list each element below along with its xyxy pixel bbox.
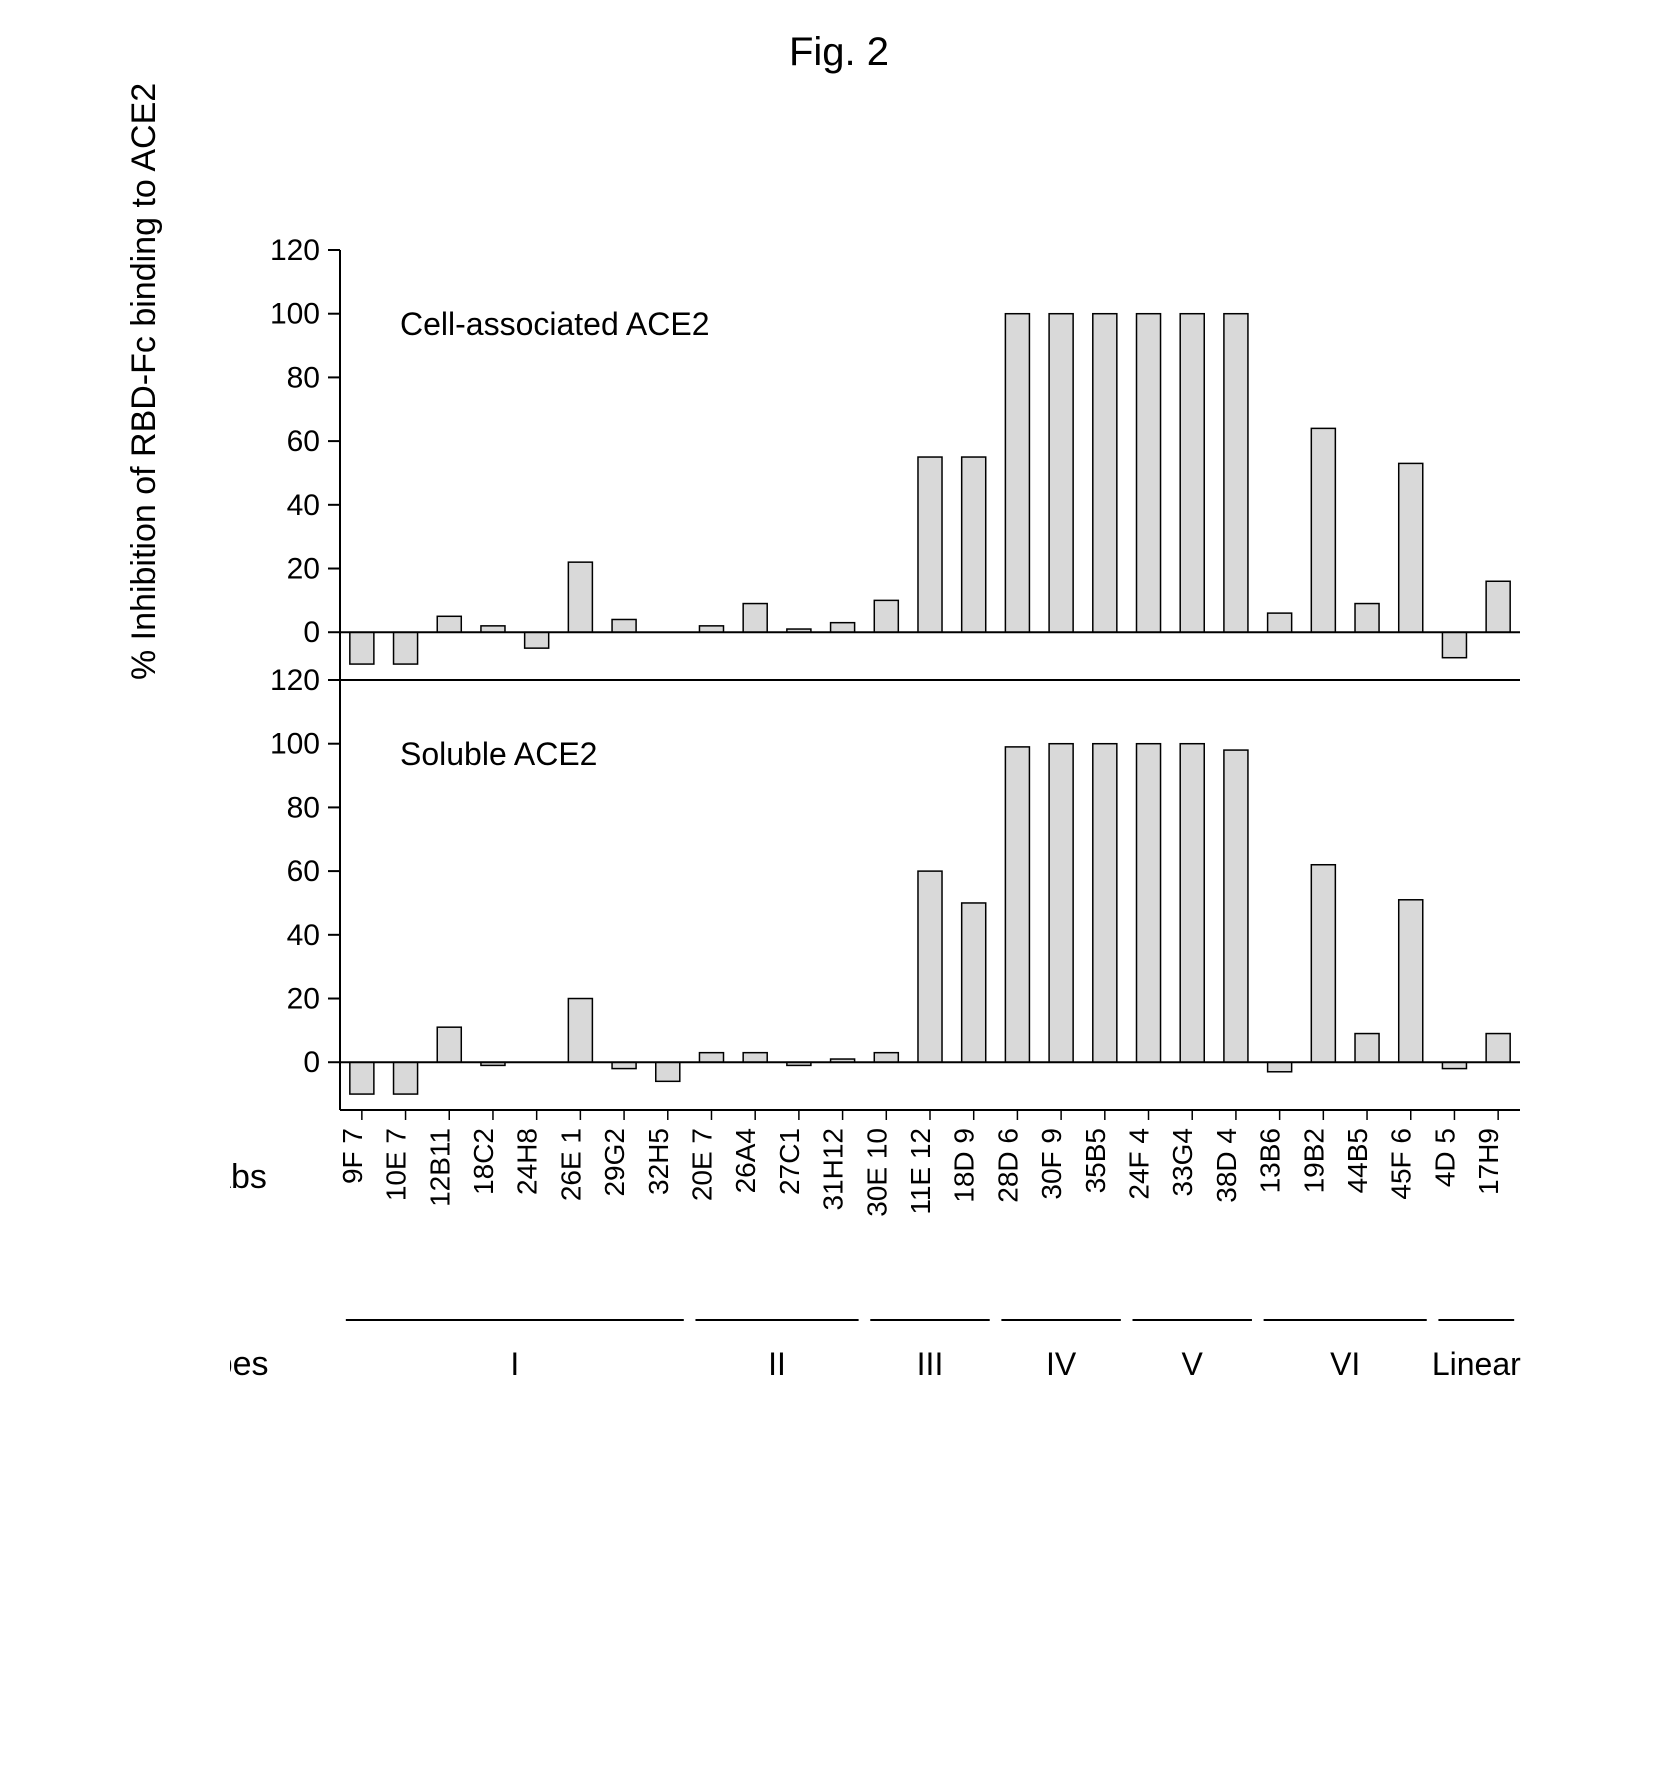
- x-tick-label: 45F 6: [1386, 1128, 1417, 1200]
- bar: [831, 623, 855, 633]
- bar: [874, 600, 898, 632]
- bar: [1268, 613, 1292, 632]
- x-tick-label: 10E 7: [381, 1128, 412, 1201]
- bar: [743, 1053, 767, 1063]
- bar: [1137, 744, 1161, 1063]
- x-tick-label: 18C2: [468, 1128, 499, 1195]
- bar: [1486, 1034, 1510, 1063]
- y-tick-label: 0: [303, 616, 320, 649]
- bar: [394, 1062, 418, 1094]
- bar: [918, 457, 942, 632]
- bar: [525, 632, 549, 648]
- bar: [350, 1062, 374, 1094]
- inhibition-bar-chart: 0 20 40 60 80 100 120 Cell-associated ACE2 0 20 40…: [230, 230, 1540, 1480]
- x-tick-label: 11E 12: [905, 1128, 936, 1215]
- x-tick-label: 9F 7: [337, 1128, 368, 1184]
- x-tick-label: 35B5: [1080, 1128, 1111, 1193]
- bar: [1224, 314, 1248, 633]
- x-tick-label: 4D 5: [1429, 1128, 1460, 1187]
- x-tick-label: 38D 4: [1211, 1128, 1242, 1203]
- x-tick-label: 18D 9: [949, 1128, 980, 1203]
- y-tick-label: 0: [303, 1046, 320, 1079]
- epitope-group-label: II: [768, 1346, 786, 1382]
- y-tick-label: 60: [287, 855, 320, 888]
- epitope-row-label: epitopes: [230, 1345, 269, 1383]
- x-tick-label: 12B11: [424, 1128, 455, 1207]
- y-tick-label: 40: [287, 489, 320, 522]
- epitope-group-label: III: [917, 1346, 944, 1382]
- bar: [962, 903, 986, 1062]
- bar: [1049, 744, 1073, 1063]
- bar: [1137, 314, 1161, 633]
- bar: [350, 632, 374, 664]
- bar: [1180, 314, 1204, 633]
- bar: [1486, 581, 1510, 632]
- bar: [1355, 1034, 1379, 1063]
- x-tick-label: 32H5: [643, 1128, 674, 1195]
- epitope-group-label: VI: [1330, 1346, 1360, 1382]
- epitope-group-label: I: [510, 1346, 519, 1382]
- bar: [1311, 428, 1335, 632]
- bar: [1399, 900, 1423, 1062]
- bar: [962, 457, 986, 632]
- bar: [1049, 314, 1073, 633]
- y-tick-label: 120: [270, 234, 320, 267]
- panel-label: Cell-associated ACE2: [400, 306, 709, 342]
- y-tick-label: 80: [287, 791, 320, 824]
- bar: [874, 1053, 898, 1063]
- x-tick-label: 17H9: [1473, 1128, 1504, 1195]
- x-tick-label: 30F 9: [1036, 1128, 1067, 1200]
- x-tick-label: 24H8: [512, 1128, 543, 1195]
- x-tick-label: 13B6: [1255, 1128, 1286, 1193]
- bar: [1268, 1062, 1292, 1072]
- y-tick-label: 80: [287, 361, 320, 394]
- bar: [568, 562, 592, 632]
- bar: [1311, 865, 1335, 1062]
- x-tick-label: 29G2: [599, 1128, 630, 1197]
- bar: [437, 1027, 461, 1062]
- y-tick-label: 100: [270, 728, 320, 761]
- x-tick-label: 44B5: [1342, 1128, 1373, 1193]
- bar: [394, 632, 418, 664]
- bar: [1224, 750, 1248, 1062]
- y-tick-label: 20: [287, 983, 320, 1016]
- y-tick-label: 120: [270, 664, 320, 697]
- panel-label: Soluble ACE2: [400, 736, 597, 772]
- x-tick-label: 24F 4: [1124, 1128, 1155, 1200]
- bar: [1093, 314, 1117, 633]
- epitope-group-label: Linear: [1432, 1346, 1521, 1382]
- y-tick-label: 100: [270, 298, 320, 331]
- bar: [656, 1062, 680, 1081]
- bar: [743, 604, 767, 633]
- bar: [568, 999, 592, 1063]
- x-tick-label: 33G4: [1167, 1128, 1198, 1197]
- x-axis-label: mAbs: [230, 1158, 267, 1196]
- bar: [612, 619, 636, 632]
- bar: [437, 616, 461, 632]
- bar: [699, 1053, 723, 1063]
- epitope-group-label: V: [1182, 1346, 1204, 1382]
- y-tick-label: 60: [287, 425, 320, 458]
- x-tick-label: 26A4: [730, 1128, 761, 1193]
- epitope-group-label: IV: [1046, 1346, 1077, 1382]
- x-tick-label: 20E 7: [686, 1128, 717, 1201]
- y-tick-label: 20: [287, 553, 320, 586]
- y-axis-label: % Inhibition of RBD-Fc binding to ACE2: [125, 83, 164, 680]
- x-tick-label: 27C1: [774, 1128, 805, 1195]
- bar: [1005, 314, 1029, 633]
- bar: [918, 871, 942, 1062]
- bar: [1093, 744, 1117, 1063]
- x-tick-label: 31H12: [818, 1128, 849, 1211]
- figure-title: Fig. 2: [0, 30, 1678, 75]
- bar: [1005, 747, 1029, 1062]
- bar: [1180, 744, 1204, 1063]
- x-tick-label: 30E 10: [861, 1128, 892, 1217]
- y-tick-label: 40: [287, 919, 320, 952]
- x-tick-label: 26E 1: [555, 1128, 586, 1201]
- x-tick-label: 19B2: [1298, 1128, 1329, 1193]
- bar: [1355, 604, 1379, 633]
- x-tick-label: 28D 6: [992, 1128, 1023, 1203]
- bar: [1399, 463, 1423, 632]
- bar: [1442, 632, 1466, 657]
